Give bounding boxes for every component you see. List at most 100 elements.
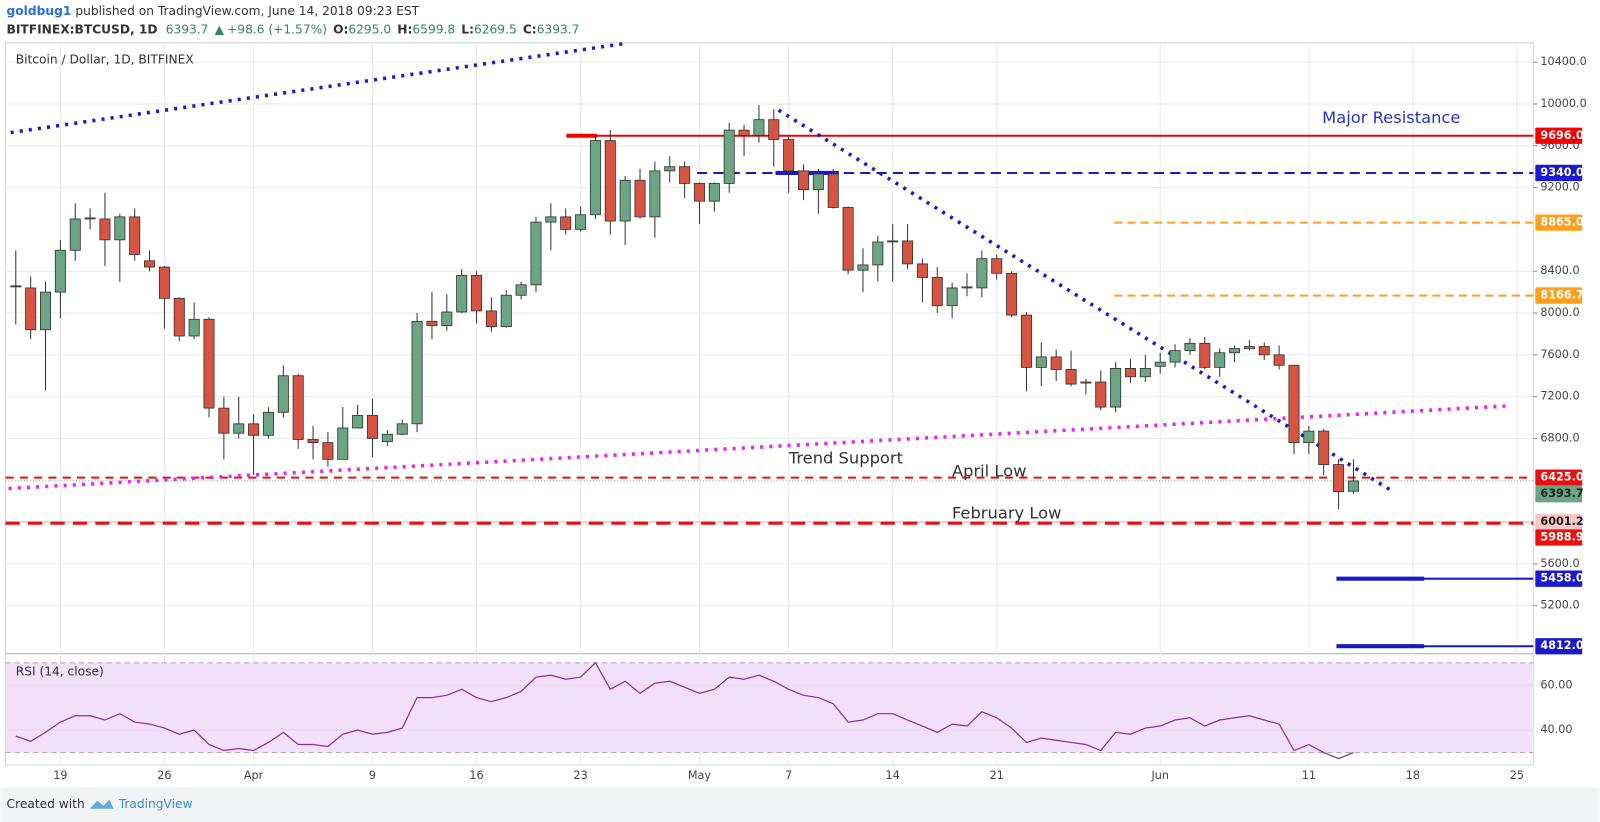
candle-body [1273, 354, 1285, 366]
candle-body [84, 217, 96, 220]
price-badge-label: 9696.0 [1540, 129, 1583, 142]
candle-body [40, 291, 52, 331]
candle-body [69, 218, 81, 251]
candle-body [307, 439, 319, 444]
candle-body [1035, 356, 1047, 368]
ohlc-value: 6269.5 [474, 22, 517, 36]
candle-body [1065, 369, 1077, 385]
candle-body [441, 311, 453, 326]
candle-body [708, 183, 720, 202]
ohlc-key: L: [461, 22, 474, 36]
rsi-band [5, 662, 1534, 753]
x-tick-label: 16 [469, 769, 483, 782]
x-tick-label: 9 [369, 769, 376, 782]
candle-body [1303, 430, 1315, 444]
candle-body [768, 119, 780, 140]
y-tick-label: 10400.0 [1540, 55, 1586, 68]
candle-body [485, 310, 497, 328]
price-badge [1535, 287, 1583, 304]
candle-body [10, 285, 22, 288]
candle-body [783, 139, 795, 172]
candle-body [634, 179, 646, 218]
candle-body [218, 407, 230, 434]
candle-body [233, 423, 245, 434]
annotation: February Low [952, 504, 1061, 523]
candle-body [530, 221, 542, 286]
annotation: Trend Support [788, 448, 903, 467]
price-badge-label: 6001.2 [1540, 515, 1583, 528]
candle-body [664, 166, 676, 172]
candle-body [589, 140, 601, 216]
x-tick-label: 19 [53, 769, 67, 782]
candle-body [456, 274, 468, 313]
candle-body [693, 183, 705, 202]
candle-body [1050, 356, 1062, 370]
header-line-2: BITFINEX:BTCUSD, 1D 6393.7 ▲ +98.6 (+1.57%)… [7, 22, 580, 36]
y-tick-label: 5600.0 [1540, 557, 1579, 570]
candle-body [396, 423, 408, 435]
price-badge [1535, 486, 1583, 503]
footer-created: Created with [7, 797, 85, 811]
y-tick-label: 10000.0 [1540, 97, 1586, 110]
candle-body [158, 266, 170, 299]
candle-body [1080, 381, 1092, 384]
candle-body [1214, 352, 1226, 368]
candle-body [248, 423, 260, 436]
y-tick-label: 6800.0 [1540, 431, 1579, 444]
y-tick-label: 7600.0 [1540, 348, 1579, 361]
published: published on TradingView.com, June 14, 2… [75, 4, 419, 18]
candle-body [1110, 368, 1122, 408]
candle-body [262, 411, 274, 436]
x-tick-label: 23 [573, 769, 587, 782]
price-badge [1535, 164, 1583, 182]
price-badge [1535, 214, 1583, 231]
candle-body [604, 140, 616, 222]
x-tick-label: Jun [1150, 769, 1169, 782]
x-tick-label: 7 [785, 769, 792, 782]
candle-body [114, 216, 126, 241]
pane-frame [5, 42, 1534, 766]
candle-body [1095, 381, 1107, 408]
candle-body [575, 214, 587, 230]
candle-body [1169, 350, 1181, 363]
candle-body [352, 415, 364, 429]
price-badge [1535, 570, 1583, 587]
x-tick-label: 11 [1302, 769, 1316, 782]
user[interactable]: goldbug1 [7, 4, 72, 18]
candle-body [991, 258, 1003, 274]
candle-body [515, 284, 527, 296]
candle-body [560, 216, 572, 230]
symbol: BITFINEX:BTCUSD, 1D [7, 22, 158, 36]
price-badge-label: 6393.7 [1540, 487, 1583, 500]
candle-body [337, 427, 349, 460]
x-tick-label: 26 [157, 769, 171, 782]
candle-body [99, 218, 111, 241]
ohlc-value: 6599.8 [412, 22, 455, 36]
up-arrow: ▲ [215, 22, 225, 36]
trend-support-line [8, 404, 1508, 491]
annotation: April Low [952, 462, 1027, 481]
price-badge-label: 6425.0 [1540, 471, 1583, 484]
candle-body [1006, 272, 1018, 316]
candle-body [1318, 430, 1330, 465]
ohlc-value: 6295.0 [348, 22, 391, 36]
footer-brand[interactable]: TradingView [118, 797, 193, 811]
candle-body [173, 297, 185, 337]
candle-body [842, 207, 854, 271]
candle-body [25, 287, 37, 331]
candle-body [1139, 368, 1151, 378]
candle-body [812, 173, 824, 191]
y-tick-label: 8400.0 [1540, 264, 1579, 277]
y-tick-label: 5200.0 [1540, 599, 1579, 612]
y-tick-label: 60.00 [1540, 678, 1572, 691]
logo [90, 799, 114, 809]
last: 6393.7 [166, 22, 209, 36]
candle-body [471, 274, 483, 312]
candle-body [203, 318, 215, 409]
price-badge-label: 5988.9 [1540, 530, 1583, 543]
pane-title: Bitcoin / Dollar, 1D, BITFINEX [16, 53, 194, 67]
x-tick-label: 14 [886, 769, 900, 782]
x-tick-label: 25 [1510, 769, 1524, 782]
y-tick-label: 9200.0 [1540, 181, 1579, 194]
candle-body [292, 375, 304, 440]
